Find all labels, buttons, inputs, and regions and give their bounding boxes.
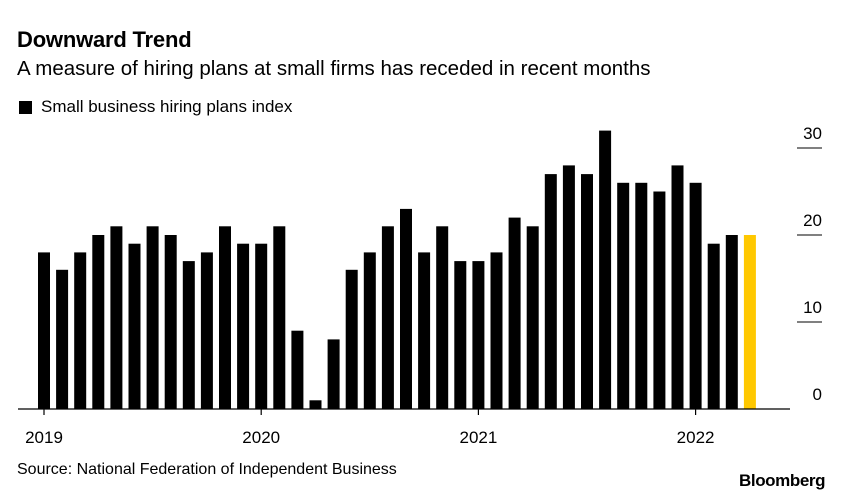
bar [508, 217, 521, 409]
bar [182, 261, 195, 409]
chart-legend: Small business hiring plans index [19, 97, 292, 117]
bar [255, 243, 268, 409]
legend-swatch [19, 100, 32, 114]
bar [164, 235, 177, 409]
bar [38, 252, 50, 409]
bar [635, 182, 648, 409]
bar [689, 182, 702, 409]
x-tick-label: 2022 [677, 428, 715, 447]
x-tick-label: 2019 [25, 428, 63, 447]
bar [544, 174, 557, 409]
bar [454, 261, 467, 409]
bar [381, 226, 394, 409]
bar [56, 269, 69, 409]
bar [743, 235, 756, 409]
bar [291, 330, 304, 409]
bar [219, 226, 231, 409]
chart-title: Downward Trend [17, 27, 192, 52]
bar [472, 261, 485, 409]
bar [363, 252, 376, 409]
bar [327, 339, 340, 409]
bar [418, 252, 431, 409]
x-tick-label: 2021 [459, 428, 497, 447]
bloomberg-logo: Bloomberg [739, 471, 826, 490]
bar [725, 235, 738, 409]
bar [671, 165, 684, 409]
bar [599, 130, 612, 409]
x-tick-label: 2020 [242, 428, 280, 447]
bar [707, 243, 720, 409]
bar [490, 252, 503, 409]
bar [436, 226, 449, 409]
y-tick-label: 0 [813, 385, 822, 404]
legend-label: Small business hiring plans index [41, 97, 293, 116]
bar [146, 226, 159, 409]
bar [309, 400, 322, 409]
y-tick-label: 20 [803, 211, 822, 230]
bar [237, 243, 250, 409]
bar [345, 269, 358, 409]
bar [562, 165, 575, 409]
bar [653, 191, 666, 409]
y-tick-label: 10 [803, 298, 822, 317]
bar [526, 226, 539, 409]
bar [273, 226, 286, 409]
y-tick-label: 30 [803, 124, 822, 143]
source-note: Source: National Federation of Independe… [17, 461, 397, 478]
bar [110, 226, 123, 409]
bar [617, 182, 630, 409]
bar [200, 252, 213, 409]
chart-subtitle: A measure of hiring plans at small firms… [17, 57, 651, 80]
bar [400, 208, 412, 409]
bar [128, 243, 141, 409]
bar [581, 174, 593, 409]
bar [92, 235, 105, 409]
bar [74, 252, 87, 409]
